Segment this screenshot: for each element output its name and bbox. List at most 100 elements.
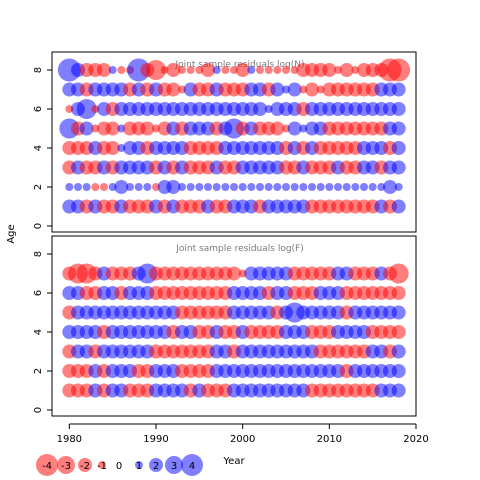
- residual-bubble: [351, 183, 360, 191]
- legend-label: 0: [116, 461, 122, 472]
- residual-bubble: [105, 121, 120, 136]
- x-tick-label: 1980: [57, 434, 82, 445]
- residual-bubble: [79, 121, 94, 136]
- residual-bubble: [282, 66, 290, 74]
- x-tick-label: 2020: [403, 434, 428, 445]
- residual-bubble: [97, 63, 111, 77]
- residual-bubble: [76, 99, 97, 119]
- panel-frame: [51, 235, 417, 417]
- legend-bubble: [135, 461, 143, 469]
- y-tick-label: 4: [33, 329, 44, 335]
- x-tick-label: 1990: [143, 434, 168, 445]
- legend-label: -3: [61, 461, 71, 472]
- residual-bubble: [166, 180, 181, 194]
- legend-label: -2: [80, 461, 90, 472]
- residual-bubble: [388, 263, 409, 284]
- residual-bubble: [166, 63, 181, 77]
- residual-bubble: [299, 183, 308, 191]
- y-tick-label: 6: [33, 290, 44, 296]
- residual-bubble: [391, 121, 406, 136]
- panel-2: Joint sample residuals log(F) 0 2 4 6 8: [33, 235, 417, 417]
- y-tick-label: 6: [33, 106, 44, 112]
- residual-bubble: [322, 63, 337, 77]
- legend-label: 4: [189, 461, 195, 472]
- residual-bubble: [394, 183, 403, 191]
- residual-bubble: [108, 66, 117, 74]
- residual-bubble: [368, 183, 377, 191]
- residual-bubble: [253, 102, 267, 116]
- residual-bubble: [256, 66, 264, 74]
- x-tick-label: 2000: [230, 434, 255, 445]
- y-tick-label: 8: [33, 251, 44, 257]
- residual-bubble: [114, 180, 129, 194]
- bubble-layer: [57, 58, 411, 214]
- legend-bubble: [149, 458, 163, 472]
- residual-bubble: [383, 180, 397, 194]
- x-axis-title: Year: [222, 456, 245, 467]
- bubble-layer: [62, 263, 409, 398]
- residual-bubble: [238, 183, 247, 191]
- residual-bubble: [273, 183, 282, 191]
- y-tick-label: 8: [33, 67, 44, 73]
- residual-bubble: [305, 82, 319, 97]
- residual-bubble: [100, 183, 108, 191]
- residual-bubble: [91, 183, 100, 191]
- panel-frame: [51, 51, 417, 233]
- residual-bubble: [186, 183, 195, 191]
- residual-bubble: [195, 183, 204, 191]
- y-tick-label: 0: [33, 223, 44, 229]
- legend-label: -1: [97, 461, 107, 472]
- legend-bubble: [36, 454, 58, 476]
- legend-label: 2: [153, 461, 159, 472]
- residual-bubble: [391, 286, 406, 300]
- residual-bubble: [65, 183, 74, 191]
- residual-bubble: [140, 121, 155, 136]
- residual-bubble: [221, 183, 230, 191]
- residual-bubble: [391, 364, 406, 378]
- residual-bubble: [287, 82, 302, 97]
- residual-bubble: [287, 121, 302, 136]
- residual-bubble: [230, 183, 238, 191]
- residual-bubble: [325, 183, 334, 191]
- residual-bubble: [143, 183, 152, 191]
- residual-bubble: [391, 102, 406, 116]
- legend-label: 1: [136, 461, 142, 472]
- residual-bubble: [74, 183, 82, 191]
- legend-label: -4: [42, 461, 52, 472]
- residual-bubble: [342, 183, 351, 191]
- residual-bubble: [360, 183, 368, 191]
- y-tick-label: 2: [33, 368, 44, 374]
- residual-bubble: [221, 66, 230, 74]
- residual-bubble: [117, 66, 126, 74]
- residual-bubble: [82, 183, 91, 191]
- residual-bubble: [105, 141, 120, 155]
- residual-bubble: [391, 344, 406, 359]
- residual-bubble: [270, 121, 285, 136]
- legend-label: 3: [171, 461, 177, 472]
- residual-bubble: [126, 183, 134, 191]
- legend-bubble: [98, 461, 106, 469]
- residual-bubble: [235, 63, 250, 77]
- residual-bubble: [339, 63, 354, 77]
- y-tick-label: 2: [33, 184, 44, 190]
- panels: Joint sample residuals log(N)02468Joint …: [33, 51, 417, 417]
- residual-bubble: [273, 66, 282, 74]
- y-tick-label: 0: [33, 407, 44, 413]
- residual-bubble: [134, 183, 143, 191]
- residual-bubble: [334, 183, 342, 191]
- x-axis: 1980 1990 2000 2010 2020: [57, 423, 429, 445]
- residual-bubble: [308, 183, 316, 191]
- residual-bubble: [391, 160, 406, 175]
- residual-bubble: [212, 183, 221, 191]
- residual-bubble: [227, 266, 241, 281]
- legend-bubble: [57, 456, 75, 474]
- y-axis-title: Age: [6, 224, 17, 243]
- residual-bubble: [166, 82, 181, 97]
- residual-bubble: [146, 60, 166, 80]
- panel-title: Joint sample residuals log(F): [175, 244, 303, 254]
- residual-bubble: [256, 183, 264, 191]
- residual-bubble: [270, 82, 285, 97]
- residual-bubble: [282, 183, 290, 191]
